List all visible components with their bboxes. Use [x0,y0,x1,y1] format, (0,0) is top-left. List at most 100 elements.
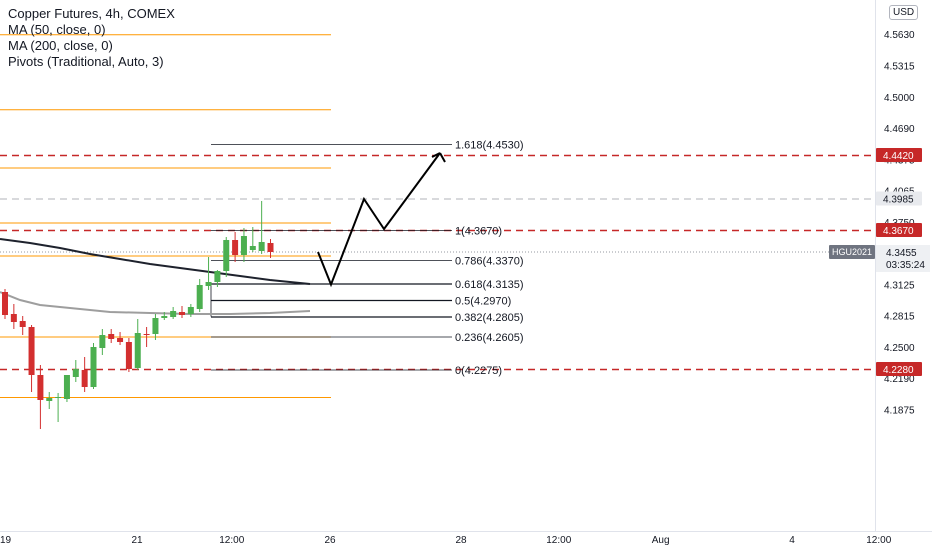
time-tick-label: 21 [132,535,144,546]
candle-body [2,292,8,315]
candle-body [28,327,35,375]
candle[interactable] [187,304,194,317]
candle[interactable] [152,314,159,340]
candle-body [143,334,150,335]
chart-legend: Copper Futures, 4h, COMEX MA (50, close,… [8,6,175,70]
candle[interactable] [196,279,203,312]
candle-body [214,271,221,282]
countdown-text: 03:35:24 [886,260,925,271]
price-tick-label: 4.5630 [884,30,915,41]
candle-body [10,314,17,322]
fib-level-label: 1(4.3670) [455,226,502,238]
candles [2,201,274,429]
candle[interactable] [214,270,221,287]
projection-arrowhead [431,152,446,163]
candle-body [240,236,247,255]
time-tick-label: 26 [325,535,337,546]
time-tick-label: 12:00 [866,535,891,546]
candle[interactable] [170,307,177,319]
symbol-badge-text: HGU2021 [832,247,872,257]
symbol-title[interactable]: Copper Futures, 4h, COMEX [8,6,175,21]
time-tick-label: 28 [456,535,468,546]
candle[interactable] [37,365,44,429]
ma50-legend[interactable]: MA (50, close, 0) [8,22,106,37]
time-tick-label: 12:00 [546,535,571,546]
price-tick-label: 4.5000 [884,93,915,104]
ma200-line[interactable] [0,238,311,285]
candle-body [55,397,62,398]
candle[interactable] [117,332,124,345]
current-price-badge [876,245,930,272]
price-label-text: 4.2280 [883,365,914,376]
price-tick-label: 4.4690 [884,124,915,135]
candle[interactable] [258,201,265,254]
symbol-badge [829,245,875,259]
candle[interactable] [46,392,53,409]
fib-level-label: 0.5(4.2970) [455,296,511,308]
candle[interactable] [90,343,97,389]
currency-badge[interactable]: USD [889,5,919,20]
candle[interactable] [161,312,168,320]
candle[interactable] [249,227,256,252]
candle-body [152,318,159,334]
candle-body [161,316,168,318]
pivots-legend[interactable]: Pivots (Traditional, Auto, 3) [8,54,164,69]
price-label-badge [876,362,922,376]
ma200-legend[interactable]: MA (200, close, 0) [8,38,113,53]
candle[interactable] [143,327,150,347]
candle[interactable] [19,316,26,335]
candle[interactable] [125,338,132,372]
ma50-line[interactable] [0,291,311,315]
price-axis: 4.56304.53154.50004.46904.43754.40654.37… [829,0,932,550]
candle[interactable] [72,360,79,382]
candle-body [63,375,70,399]
candle[interactable] [223,237,230,277]
price-tick-label: 4.3125 [884,281,915,292]
candle[interactable] [240,228,247,262]
price-label-badge [876,191,922,206]
candle[interactable] [232,232,239,262]
candle-body [223,240,230,271]
candle-body [117,338,124,342]
candle[interactable] [108,329,115,343]
candle-body [72,369,79,377]
candle-body [196,285,203,309]
price-tick-label: 4.2190 [884,374,915,385]
candle-body [90,347,97,387]
price-label-text: 4.3670 [883,226,914,237]
moving-averages [0,238,311,315]
price-tick-label: 4.5315 [884,62,915,73]
candle[interactable] [134,319,141,370]
candle-body [81,370,88,387]
candle-body [108,334,115,339]
candle[interactable] [81,357,88,392]
candle[interactable] [63,375,70,402]
candle[interactable] [205,257,212,290]
time-tick-label: 4 [789,535,795,546]
current-price-text: 4.3455 [886,248,917,259]
candle-body [134,333,141,368]
candle-body [19,321,26,327]
candle-body [179,312,185,315]
candle-body [187,307,194,314]
candle-body [205,282,212,286]
fib-level-label: 0(4.2275) [455,365,502,377]
projection-path [317,152,446,288]
candle-body [46,398,53,401]
candle[interactable] [2,289,8,319]
candle[interactable] [28,325,35,392]
candle[interactable] [267,239,274,258]
candle[interactable] [179,306,185,318]
candle-body [267,243,274,252]
pivot-lines [0,34,331,398]
fib-level-label: 0.618(4.3135) [455,279,524,291]
fib-level-label: 0.236(4.2605) [455,332,524,344]
candle[interactable] [99,329,106,355]
price-axis-bg [875,0,932,550]
fib-level-label: 0.382(4.2805) [455,312,524,324]
candle-body [258,242,265,251]
candle[interactable] [10,304,17,329]
projection-path-line[interactable] [317,152,441,288]
candle[interactable] [55,393,62,422]
